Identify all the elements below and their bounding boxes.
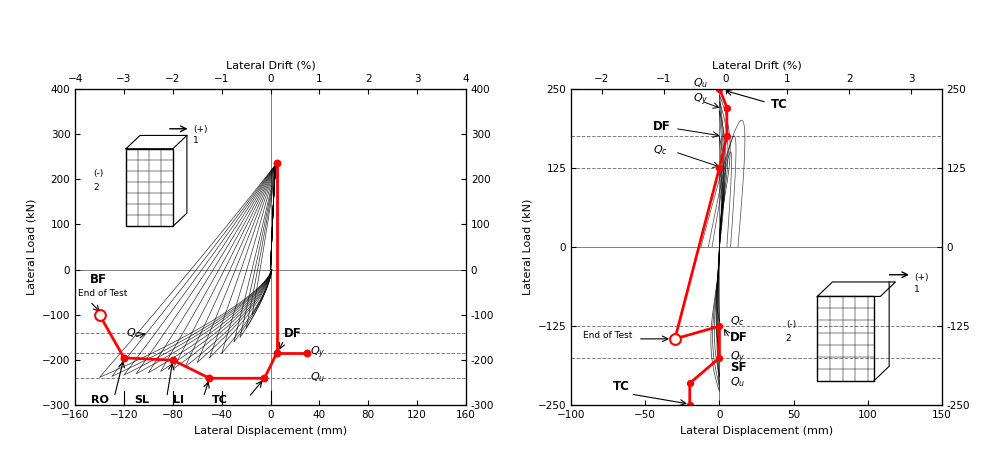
X-axis label: Lateral Displacement (mm): Lateral Displacement (mm) — [194, 426, 347, 436]
Point — [116, 354, 132, 362]
Point — [300, 350, 316, 357]
X-axis label: Lateral Drift (%): Lateral Drift (%) — [225, 60, 316, 70]
Point — [91, 311, 107, 319]
Point — [711, 85, 727, 92]
Text: TC: TC — [211, 395, 227, 405]
Point — [257, 375, 273, 382]
Text: $Q_c$: $Q_c$ — [652, 143, 667, 157]
Point — [681, 379, 697, 387]
Point — [201, 375, 217, 382]
Point — [711, 354, 727, 362]
Text: $Q_y$: $Q_y$ — [692, 92, 708, 108]
Point — [718, 104, 734, 111]
Point — [667, 335, 683, 343]
Point — [164, 356, 180, 364]
Y-axis label: Lateral Load (kN): Lateral Load (kN) — [522, 199, 532, 295]
Text: TC: TC — [612, 380, 629, 392]
Point — [711, 164, 727, 171]
Text: $Q_u$: $Q_u$ — [729, 375, 745, 389]
Text: $Q_c$: $Q_c$ — [126, 327, 141, 340]
Text: DF: DF — [652, 120, 670, 133]
Text: $Q_u$: $Q_u$ — [692, 76, 708, 90]
Point — [681, 402, 697, 409]
Text: End of Test: End of Test — [77, 289, 127, 298]
Text: DF: DF — [729, 331, 747, 344]
Point — [718, 132, 734, 140]
Text: $Q_y$: $Q_y$ — [310, 345, 325, 362]
Text: TC: TC — [772, 97, 789, 110]
Text: RO: RO — [91, 395, 109, 405]
Point — [667, 335, 683, 343]
Text: $Q_y$: $Q_y$ — [729, 349, 745, 366]
Text: $Q_c$: $Q_c$ — [729, 314, 744, 328]
Text: SF: SF — [729, 361, 746, 374]
X-axis label: Lateral Drift (%): Lateral Drift (%) — [711, 60, 802, 70]
Text: LI: LI — [172, 395, 183, 405]
Point — [91, 311, 107, 319]
Y-axis label: Lateral Load (kN): Lateral Load (kN) — [26, 199, 36, 295]
Point — [711, 322, 727, 330]
Point — [269, 159, 285, 167]
Point — [269, 350, 285, 357]
Text: End of Test: End of Test — [583, 330, 632, 340]
Text: DF: DF — [284, 327, 302, 340]
X-axis label: Lateral Displacement (mm): Lateral Displacement (mm) — [680, 426, 833, 436]
Text: BF: BF — [90, 273, 107, 286]
Text: SL: SL — [133, 395, 148, 405]
Text: $Q_u$: $Q_u$ — [310, 370, 325, 384]
